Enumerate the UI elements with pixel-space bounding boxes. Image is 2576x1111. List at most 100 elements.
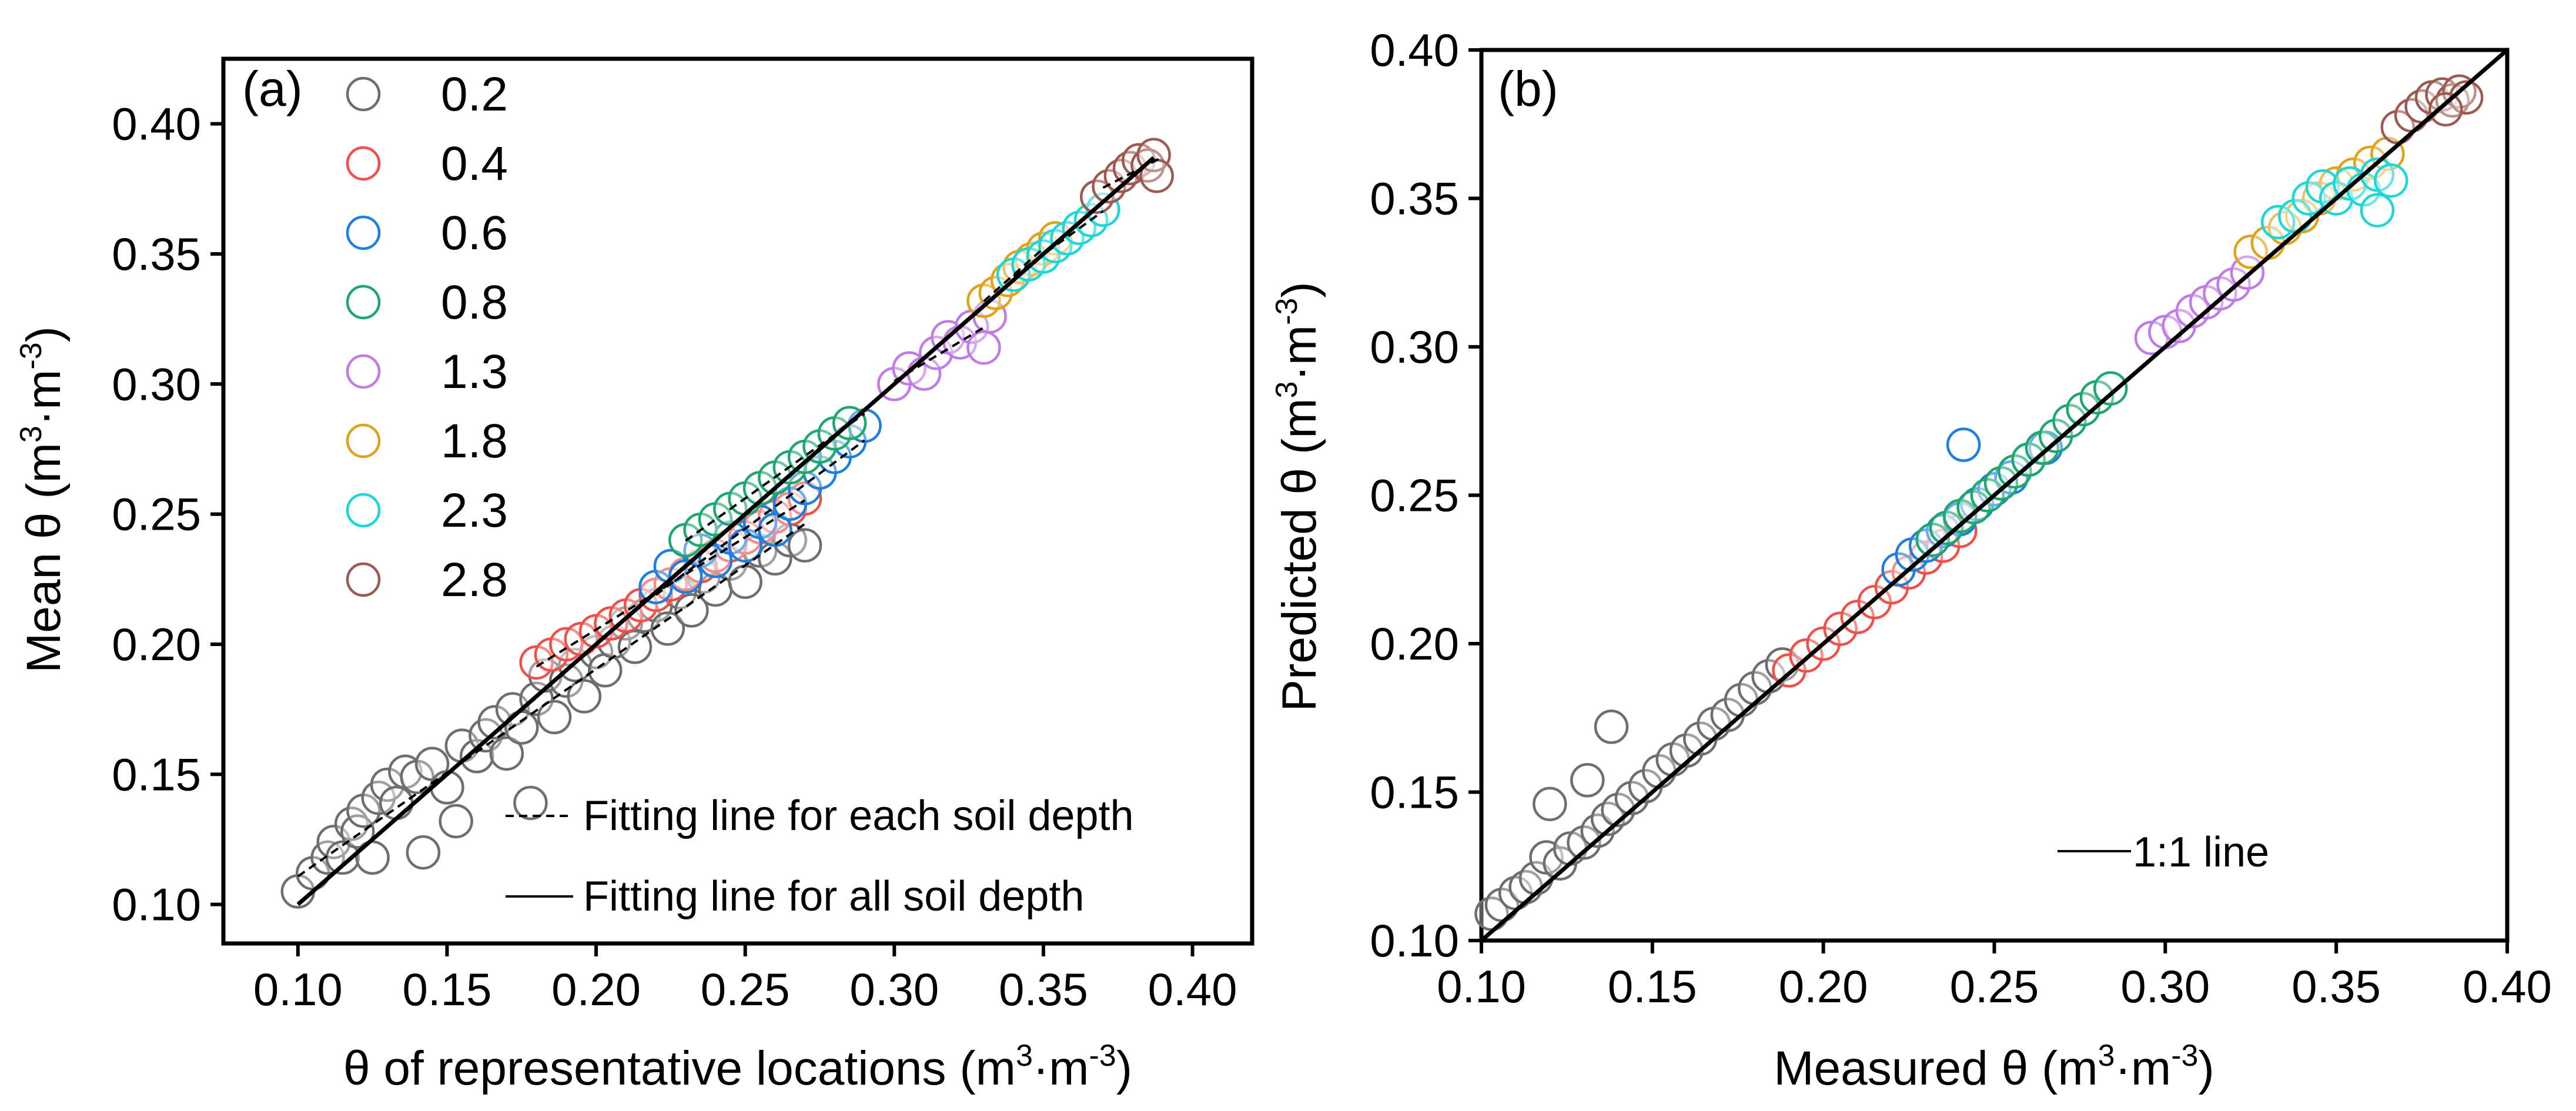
point-depth-0.6	[668, 559, 703, 594]
x-tick-label: 0.20	[551, 963, 641, 1015]
legend-label-0.4: 0.4	[441, 137, 508, 190]
panel-b-marks	[1474, 74, 2484, 931]
one-to-one-legend-label: 1:1 line	[2133, 829, 2269, 876]
point-depth-0.8	[1929, 510, 1964, 546]
panel-a-line-legend: Fitting line for each soil depth Fitting…	[506, 792, 1134, 920]
point-depth-0.2	[674, 593, 709, 628]
legend-label-0.2: 0.2	[441, 68, 508, 121]
y-tick-label: 0.30	[1370, 321, 1459, 373]
point-depth-0.8	[2093, 371, 2128, 406]
legend-marker-0.2	[346, 76, 381, 112]
panel-b-ylabel: Predicted θ (m3·m-3)	[1270, 282, 1326, 711]
fit-line-depth-0.4	[536, 499, 806, 668]
point-depth-2.3	[2291, 181, 2326, 216]
legend-marker-2.3	[346, 493, 381, 528]
x-tick-label: 0.10	[253, 963, 343, 1015]
x-tick-label: 0.25	[701, 963, 790, 1015]
point-depth-2.8	[2428, 92, 2463, 127]
one-to-one-line	[1480, 48, 2509, 942]
point-depth-0.2	[650, 611, 685, 646]
panel-b-ticks: 0.10 0.15 0.20 0.25 0.30 0.35 0.40 0.10 0.15 0.20…	[1370, 24, 2552, 1012]
point-depth-0.2	[340, 814, 375, 849]
y-tick-label: 0.40	[112, 98, 201, 150]
panel-b: 0.10 0.15 0.20 0.25 0.30 0.35 0.40 0.10 0.15 0.20…	[1270, 24, 2552, 1095]
fit-line-depth-0.6	[655, 439, 865, 596]
point-depth-0.8	[1956, 490, 1991, 524]
legend-marker-0.6	[346, 215, 381, 250]
point-depth-0.6	[1946, 427, 1981, 462]
panel-b-one-to-one	[1480, 48, 2509, 942]
y-tick-label: 0.30	[112, 358, 201, 410]
point-depth-0.2	[1533, 787, 1567, 821]
point-depth-2.3	[2305, 169, 2340, 204]
fit-line-all-depths	[296, 156, 1155, 906]
depth-legend: 0.2 0.4 0.6 0.8 1.3 1.8 2.3 2.8	[346, 68, 508, 607]
fit-line-depth-2.8	[1102, 156, 1163, 189]
legend-label-1.3: 1.3	[441, 345, 508, 399]
point-depth-0.2	[1594, 710, 1629, 744]
y-tick-label: 0.15	[112, 748, 201, 800]
point-depth-0.8	[2066, 391, 2100, 427]
y-tick-label: 0.40	[1370, 24, 1459, 76]
solid-legend-label: Fitting line for all soil depth	[583, 873, 1084, 920]
x-tick-label: 0.10	[1437, 961, 1526, 1012]
point-depth-0.8	[1915, 523, 1951, 557]
legend-label-1.8: 1.8	[441, 414, 508, 468]
point-depth-0.2	[588, 652, 623, 688]
point-depth-0.2	[489, 736, 524, 771]
y-tick-label: 0.10	[112, 879, 201, 931]
x-tick-label: 0.30	[2120, 961, 2210, 1012]
y-tick-label: 0.20	[1370, 618, 1459, 670]
panel-a-frame	[221, 56, 1254, 946]
point-depth-1.3	[966, 330, 1001, 365]
legend-label-0.6: 0.6	[441, 206, 508, 260]
x-tick-label: 0.15	[1608, 961, 1697, 1012]
y-tick-label: 0.15	[1370, 767, 1459, 818]
panel-a: 0.10 0.15 0.20 0.25 0.30 0.35 0.400.100.150.20…	[14, 56, 1254, 1095]
x-tick-label: 0.35	[999, 963, 1088, 1015]
panel-a-fit-lines	[296, 156, 1163, 906]
dashed-legend-label: Fitting line for each soil depth	[583, 792, 1134, 839]
legend-label-2.8: 2.8	[441, 553, 508, 607]
legend-marker-2.8	[346, 562, 381, 597]
point-depth-0.2	[459, 739, 494, 774]
point-depth-0.2	[617, 630, 653, 664]
x-tick-label: 0.15	[403, 963, 492, 1015]
point-depth-0.2	[477, 705, 512, 739]
legend-marker-1.8	[346, 423, 381, 459]
y-tick-label: 0.20	[112, 618, 201, 670]
panel-b-label: (b)	[1498, 61, 1558, 116]
point-depth-2.3	[2373, 163, 2408, 198]
fit-line-depth-0.2	[297, 523, 806, 878]
panel-a-xlabel: θ of representative locations (m3·m-3)	[343, 1039, 1132, 1095]
legend-marker-1.3	[346, 354, 381, 389]
point-depth-0.8	[2025, 430, 2060, 465]
x-tick-label: 0.35	[2291, 961, 2381, 1012]
x-tick-label: 0.30	[849, 963, 939, 1015]
point-depth-0.2	[567, 679, 602, 714]
point-depth-0.8	[2011, 442, 2046, 477]
point-depth-0.8	[1983, 466, 2019, 501]
point-depth-0.2	[1567, 825, 1601, 860]
point-depth-0.8	[1970, 478, 2005, 513]
y-tick-label: 0.25	[1370, 470, 1459, 521]
point-depth-0.2	[406, 835, 441, 870]
legend-label-0.8: 0.8	[441, 276, 508, 329]
legend-marker-0.4	[346, 146, 381, 181]
point-depth-1.8	[2233, 235, 2268, 269]
point-depth-0.2	[439, 804, 473, 839]
panel-b-xlabel: Measured θ (m3·m-3)	[1774, 1039, 2214, 1095]
y-tick-label: 0.35	[112, 228, 201, 280]
panel-a-ylabel: Mean θ (m3·m-3)	[14, 326, 71, 673]
x-tick-label: 0.25	[1950, 961, 2039, 1012]
legend-label-2.3: 2.3	[441, 484, 508, 537]
point-depth-0.2	[728, 564, 762, 599]
point-depth-0.2	[513, 785, 548, 821]
x-tick-label: 0.40	[1148, 963, 1237, 1015]
point-depth-2.3	[2360, 193, 2395, 227]
panel-a-ticks: 0.10 0.15 0.20 0.25 0.30 0.35 0.40 0.10 0.15 0.20…	[112, 98, 1237, 1015]
x-tick-label: 0.20	[1779, 961, 1868, 1012]
y-tick-label: 0.35	[1370, 173, 1459, 225]
x-tick-label: 0.40	[2463, 961, 2552, 1012]
